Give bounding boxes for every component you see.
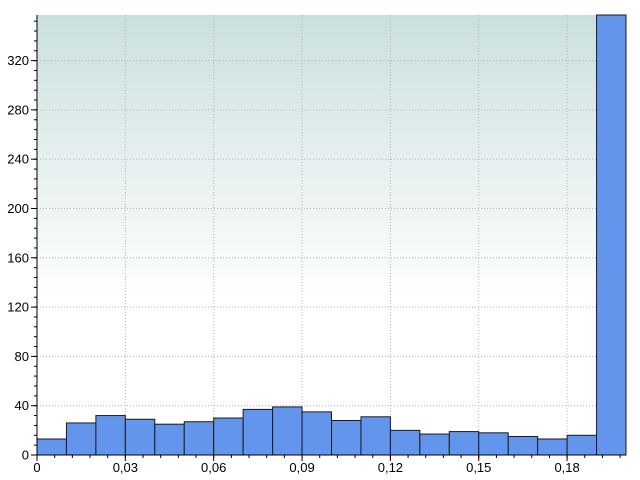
histogram-bar <box>124 418 156 456</box>
y-tick-label: 0 <box>22 448 29 463</box>
histogram-bar <box>154 423 185 456</box>
y-tick-label: 240 <box>7 152 29 167</box>
x-tick-label: 0,15 <box>466 460 491 475</box>
axes <box>36 15 626 456</box>
y-tick-label: 120 <box>7 300 29 315</box>
histogram-bar <box>331 419 362 456</box>
histogram-bar <box>65 422 97 456</box>
x-axis-ticks: 0 0,03 0,06 0,09 0,12 0,15 0,18 <box>33 455 621 475</box>
x-tick-label: 0 <box>33 460 40 475</box>
y-tick-label: 320 <box>7 53 29 68</box>
histogram-bar <box>596 14 627 456</box>
y-tick-label: 200 <box>7 201 29 216</box>
y-axis-ticks: 0 40 80 120 160 200 240 280 320 <box>7 20 37 463</box>
histogram-bar <box>95 415 126 456</box>
y-tick-label: 280 <box>7 102 29 117</box>
histogram-bar <box>242 408 274 456</box>
histogram-bar <box>448 431 480 456</box>
histogram-bar <box>272 406 303 456</box>
x-tick-label: 0,12 <box>378 460 403 475</box>
y-tick-label: 40 <box>15 398 29 413</box>
y-tick-label: 160 <box>7 250 29 265</box>
histogram-bar <box>213 417 244 456</box>
histogram-bar <box>301 411 332 456</box>
grid-lines <box>37 15 626 455</box>
bars-group <box>36 14 627 456</box>
x-tick-label: 0,06 <box>201 460 226 475</box>
histogram-bar <box>183 421 215 456</box>
histogram-bar <box>389 429 421 456</box>
histogram-bar <box>36 438 67 456</box>
x-tick-label: 0,03 <box>113 460 138 475</box>
x-tick-label: 0,18 <box>554 460 579 475</box>
histogram-bar <box>507 436 539 456</box>
histogram-bar <box>566 434 598 456</box>
x-tick-label: 0,09 <box>289 460 314 475</box>
histogram-bar <box>537 438 568 456</box>
plot-background <box>37 15 626 455</box>
y-tick-label: 80 <box>15 349 29 364</box>
histogram-bar <box>360 416 391 456</box>
histogram-bar <box>478 432 509 456</box>
histogram-bar <box>419 433 450 456</box>
